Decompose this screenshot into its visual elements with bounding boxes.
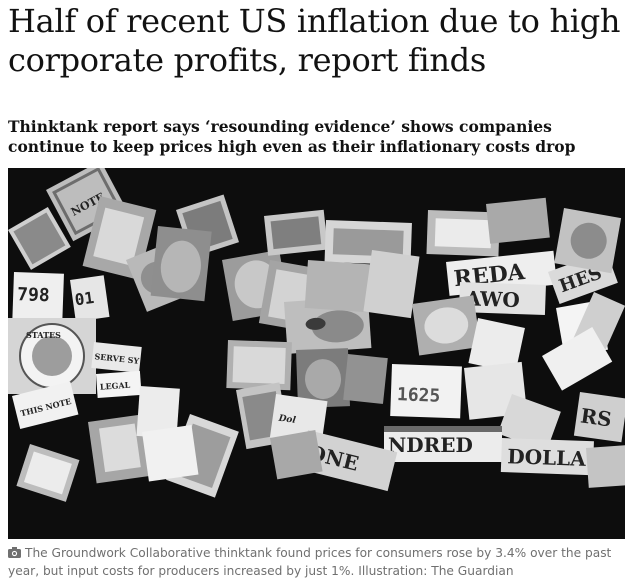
standfirst: Thinktank report says ‘resounding eviden…: [8, 117, 576, 156]
illustration-text: RS: [579, 403, 613, 431]
illustration-text: 1625: [397, 384, 441, 407]
image-caption: The Groundwork Collaborative thinktank f…: [8, 545, 628, 580]
caption-text: The Groundwork Collaborative thinktank f…: [8, 546, 612, 578]
illustration-text: 01: [74, 288, 96, 309]
illustration-text: NDRED: [388, 433, 473, 457]
svg-text:Dol: Dol: [277, 414, 297, 427]
torn-dollar-collage: NOTE 798 01 STATES SER: [8, 168, 625, 502]
camera-icon: [8, 546, 21, 563]
illustration-text: 798: [17, 284, 50, 306]
illustration-text: DOLLA: [507, 444, 587, 471]
illustration-text: STATES: [26, 330, 61, 340]
headline: Half of recent US inflation due to high …: [8, 2, 621, 79]
illustration-text: SERVE SY: [94, 351, 140, 366]
illustration-text: LEGAL: [100, 380, 131, 392]
article-illustration: NOTE 798 01 STATES SER: [8, 168, 625, 539]
